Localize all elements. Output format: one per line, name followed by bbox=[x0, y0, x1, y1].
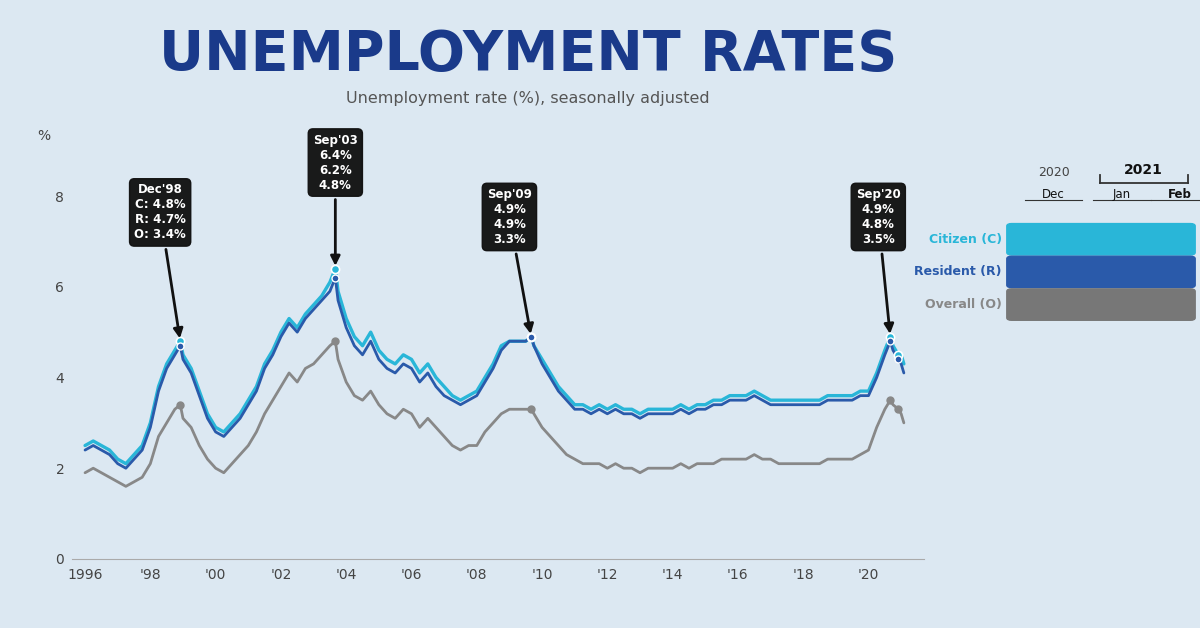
Point bbox=[881, 395, 900, 405]
Point bbox=[325, 336, 344, 346]
Text: Sep'20
4.9%
4.8%
3.5%: Sep'20 4.9% 4.8% 3.5% bbox=[856, 188, 901, 331]
Text: Sep'03
6.4%
6.2%
4.8%: Sep'03 6.4% 6.2% 4.8% bbox=[313, 134, 358, 263]
Text: Sep'09
4.9%
4.9%
3.3%: Sep'09 4.9% 4.9% 3.3% bbox=[487, 188, 533, 331]
Point bbox=[522, 332, 541, 342]
Text: Overall (O): Overall (O) bbox=[925, 298, 1002, 311]
Text: Dec'98
C: 4.8%
R: 4.7%
O: 3.4%: Dec'98 C: 4.8% R: 4.7% O: 3.4% bbox=[134, 183, 186, 335]
Point bbox=[889, 350, 908, 360]
Point bbox=[170, 336, 190, 346]
Text: 3.3%; 3.2%; 3.0%: 3.3%; 3.2%; 3.0% bbox=[1043, 298, 1159, 311]
Text: Jan: Jan bbox=[1112, 188, 1132, 201]
Point bbox=[170, 399, 190, 409]
Text: Dec: Dec bbox=[1043, 188, 1064, 201]
FancyBboxPatch shape bbox=[1007, 289, 1195, 320]
Point bbox=[325, 264, 344, 274]
Point bbox=[881, 332, 900, 342]
Text: Citizen (C): Citizen (C) bbox=[929, 233, 1002, 246]
Point bbox=[889, 354, 908, 364]
Text: 4.4%; 4.3%; 4.1%: 4.4%; 4.3%; 4.1% bbox=[1043, 266, 1159, 278]
Point bbox=[522, 404, 541, 414]
Text: 2021: 2021 bbox=[1124, 163, 1163, 176]
Text: Resident (R): Resident (R) bbox=[914, 266, 1002, 278]
FancyBboxPatch shape bbox=[1007, 224, 1195, 255]
Point bbox=[170, 341, 190, 351]
Text: 2020: 2020 bbox=[1038, 166, 1069, 179]
Text: %: % bbox=[37, 129, 50, 143]
Text: UNEMPLOYMENT RATES: UNEMPLOYMENT RATES bbox=[158, 28, 898, 82]
FancyBboxPatch shape bbox=[1007, 256, 1195, 288]
Point bbox=[325, 273, 344, 283]
Point bbox=[522, 332, 541, 342]
Point bbox=[889, 404, 908, 414]
Point bbox=[881, 336, 900, 346]
Text: 4.5%; 4.5%; 4.3%: 4.5%; 4.5%; 4.3% bbox=[1043, 233, 1159, 246]
Text: Unemployment rate (%), seasonally adjusted: Unemployment rate (%), seasonally adjust… bbox=[346, 91, 710, 106]
Text: Feb: Feb bbox=[1168, 188, 1192, 201]
